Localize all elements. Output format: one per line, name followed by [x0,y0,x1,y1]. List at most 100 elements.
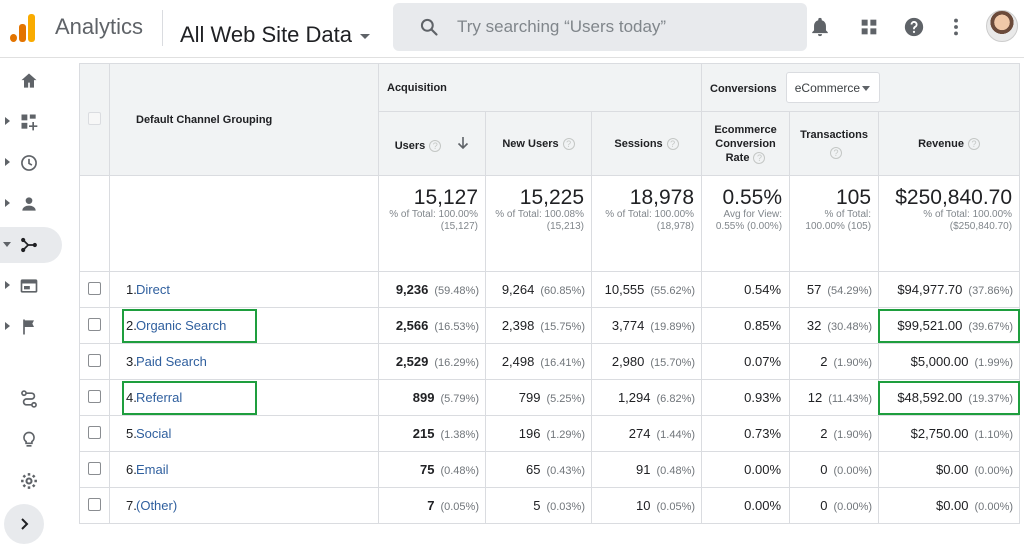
left-nav-rail [0,58,62,544]
conversion-rate-value: 0.00% [744,462,782,477]
nav-realtime[interactable] [0,145,58,181]
nav-audience[interactable] [0,186,58,222]
channel-link[interactable]: Organic Search [136,318,227,333]
users-value: 75 [420,462,435,477]
table-row[interactable]: 6.Email 75 (0.48%) 65 (0.43%) 91 (0.48%) 0.… [79,451,1021,488]
apps-grid-icon[interactable] [858,16,880,38]
row-index: 2. [126,318,137,333]
table-row[interactable]: 3.Paid Search 2,529 (16.29%) 2,498 (16.41%… [79,343,1021,380]
expand-nav-button[interactable] [4,504,44,544]
help-tooltip-icon[interactable]: ? [429,139,442,152]
col-users[interactable]: Users? [378,111,486,176]
acquisition-icon [21,237,37,253]
users-cell: 75 (0.48%) [378,451,486,488]
channel-link[interactable]: Referral [136,390,183,405]
row-checkbox[interactable] [88,353,101,367]
sessions-cell: 2,980 (15.70%) [590,343,703,380]
conversions-type-select[interactable]: eCommerce [785,72,880,103]
property-selector[interactable]: All Web Site Data [180,22,371,48]
channel-cell: 3.Paid Search [109,343,379,380]
nav-discover[interactable] [0,422,58,458]
help-tooltip-icon[interactable]: ? [830,146,843,159]
col-new-users[interactable]: New Users? [485,111,592,176]
help-tooltip-icon[interactable]: ? [666,137,679,150]
row-index: 6. [126,462,137,477]
more-vert-icon[interactable] [945,16,967,38]
transactions-pct: (11.43%) [828,393,873,405]
search-input[interactable] [457,15,787,39]
sessions-value: 10 [636,498,651,513]
nav-behavior[interactable] [0,268,58,304]
transactions-cell: 32 (30.48%) [789,307,880,344]
total-transactions: 105% of Total: 100.00% (105) [789,175,880,272]
bell-icon[interactable] [809,16,831,38]
revenue-pct: (37.86%) [968,285,1014,297]
row-checkbox[interactable] [88,281,101,295]
channel-cell: 7.(Other) [109,487,379,524]
col-sessions[interactable]: Sessions? [590,111,703,176]
channel-link[interactable]: Paid Search [136,354,207,369]
row-checkbox[interactable] [88,425,101,439]
conversion-rate-cell: 0.73% [701,415,791,452]
acquisition-group-header: Acquisition [377,63,703,112]
help-tooltip-icon[interactable]: ? [562,137,575,150]
help-icon[interactable] [903,16,925,38]
row-checkbox[interactable] [88,497,101,511]
row-select-cell [79,271,110,308]
sessions-value: 1,294 [617,390,651,405]
nav-home[interactable] [0,63,58,99]
nav-acquisition[interactable] [0,227,62,263]
channel-link[interactable]: Social [136,426,172,441]
transactions-value: 57 [806,282,822,297]
new-users-cell: 799 (5.25%) [485,379,592,416]
transactions-value: 32 [806,318,822,333]
row-index: 5. [126,426,137,441]
expand-arrow-icon [5,158,10,166]
transactions-pct: (0.00%) [833,465,873,477]
revenue-pct: (1.99%) [974,357,1014,369]
help-tooltip-icon[interactable]: ? [967,137,980,150]
col-transactions[interactable]: Transactions? [789,111,880,176]
total-sub: Avg for View: 0.55% (0.00%) [715,209,783,232]
transactions-pct: (30.48%) [827,321,873,333]
nav-admin[interactable] [0,463,58,499]
behavior-icon [20,279,38,293]
transactions-value: 2 [820,354,828,369]
select-all-checkbox[interactable] [88,111,101,125]
row-checkbox[interactable] [88,389,101,403]
channel-link[interactable]: Email [136,462,169,477]
table-row[interactable]: 5.Social 215 (1.38%) 196 (1.29%) 274 (1.44%… [79,415,1021,452]
row-index: 7. [126,498,137,513]
transactions-pct: (1.90%) [833,357,873,369]
row-checkbox[interactable] [88,317,101,331]
nav-customization[interactable] [0,104,58,140]
nav-conversions[interactable] [0,309,58,345]
total-conversion-rate: 0.55% Avg for View: 0.55% (0.00%) [701,175,791,272]
row-select-cell [79,487,110,524]
channel-cell: 1.Direct [109,271,379,308]
channel-link[interactable]: (Other) [136,498,178,513]
sessions-value: 2,980 [611,354,645,369]
conversion-rate-cell: 0.93% [701,379,791,416]
row-checkbox[interactable] [88,461,101,475]
col-label: Revenue [918,137,964,150]
table-row[interactable]: 7.(Other) 7 (0.05%) 5 (0.03%) 10 (0.05%) 0.… [79,487,1021,524]
col-revenue[interactable]: Revenue? [878,111,1021,176]
sessions-cell: 1,294 (6.82%) [590,379,703,416]
total-sub: % of Total: 100.08% (15,213) [495,209,584,232]
expand-arrow-icon [5,322,10,330]
nav-attribution[interactable] [0,381,58,417]
new-users-pct: (5.25%) [546,393,585,405]
dimension-header[interactable]: Default Channel Grouping [109,63,379,176]
analytics-logo[interactable] [10,14,36,42]
search-box[interactable] [393,3,807,51]
search-icon [420,18,438,36]
table-row[interactable]: 1.Direct 9,236 (59.48%) 9,264 (60.85%) 10,… [79,271,1021,308]
sessions-cell: 274 (1.44%) [590,415,703,452]
avatar[interactable] [986,10,1018,42]
new-users-value: 5 [533,498,541,513]
channel-link[interactable]: Direct [136,282,170,297]
help-tooltip-icon[interactable]: ? [753,151,766,164]
sessions-pct: (0.05%) [656,501,696,513]
col-conversion-rate[interactable]: Ecommerce Conversion Rate? [701,111,791,176]
